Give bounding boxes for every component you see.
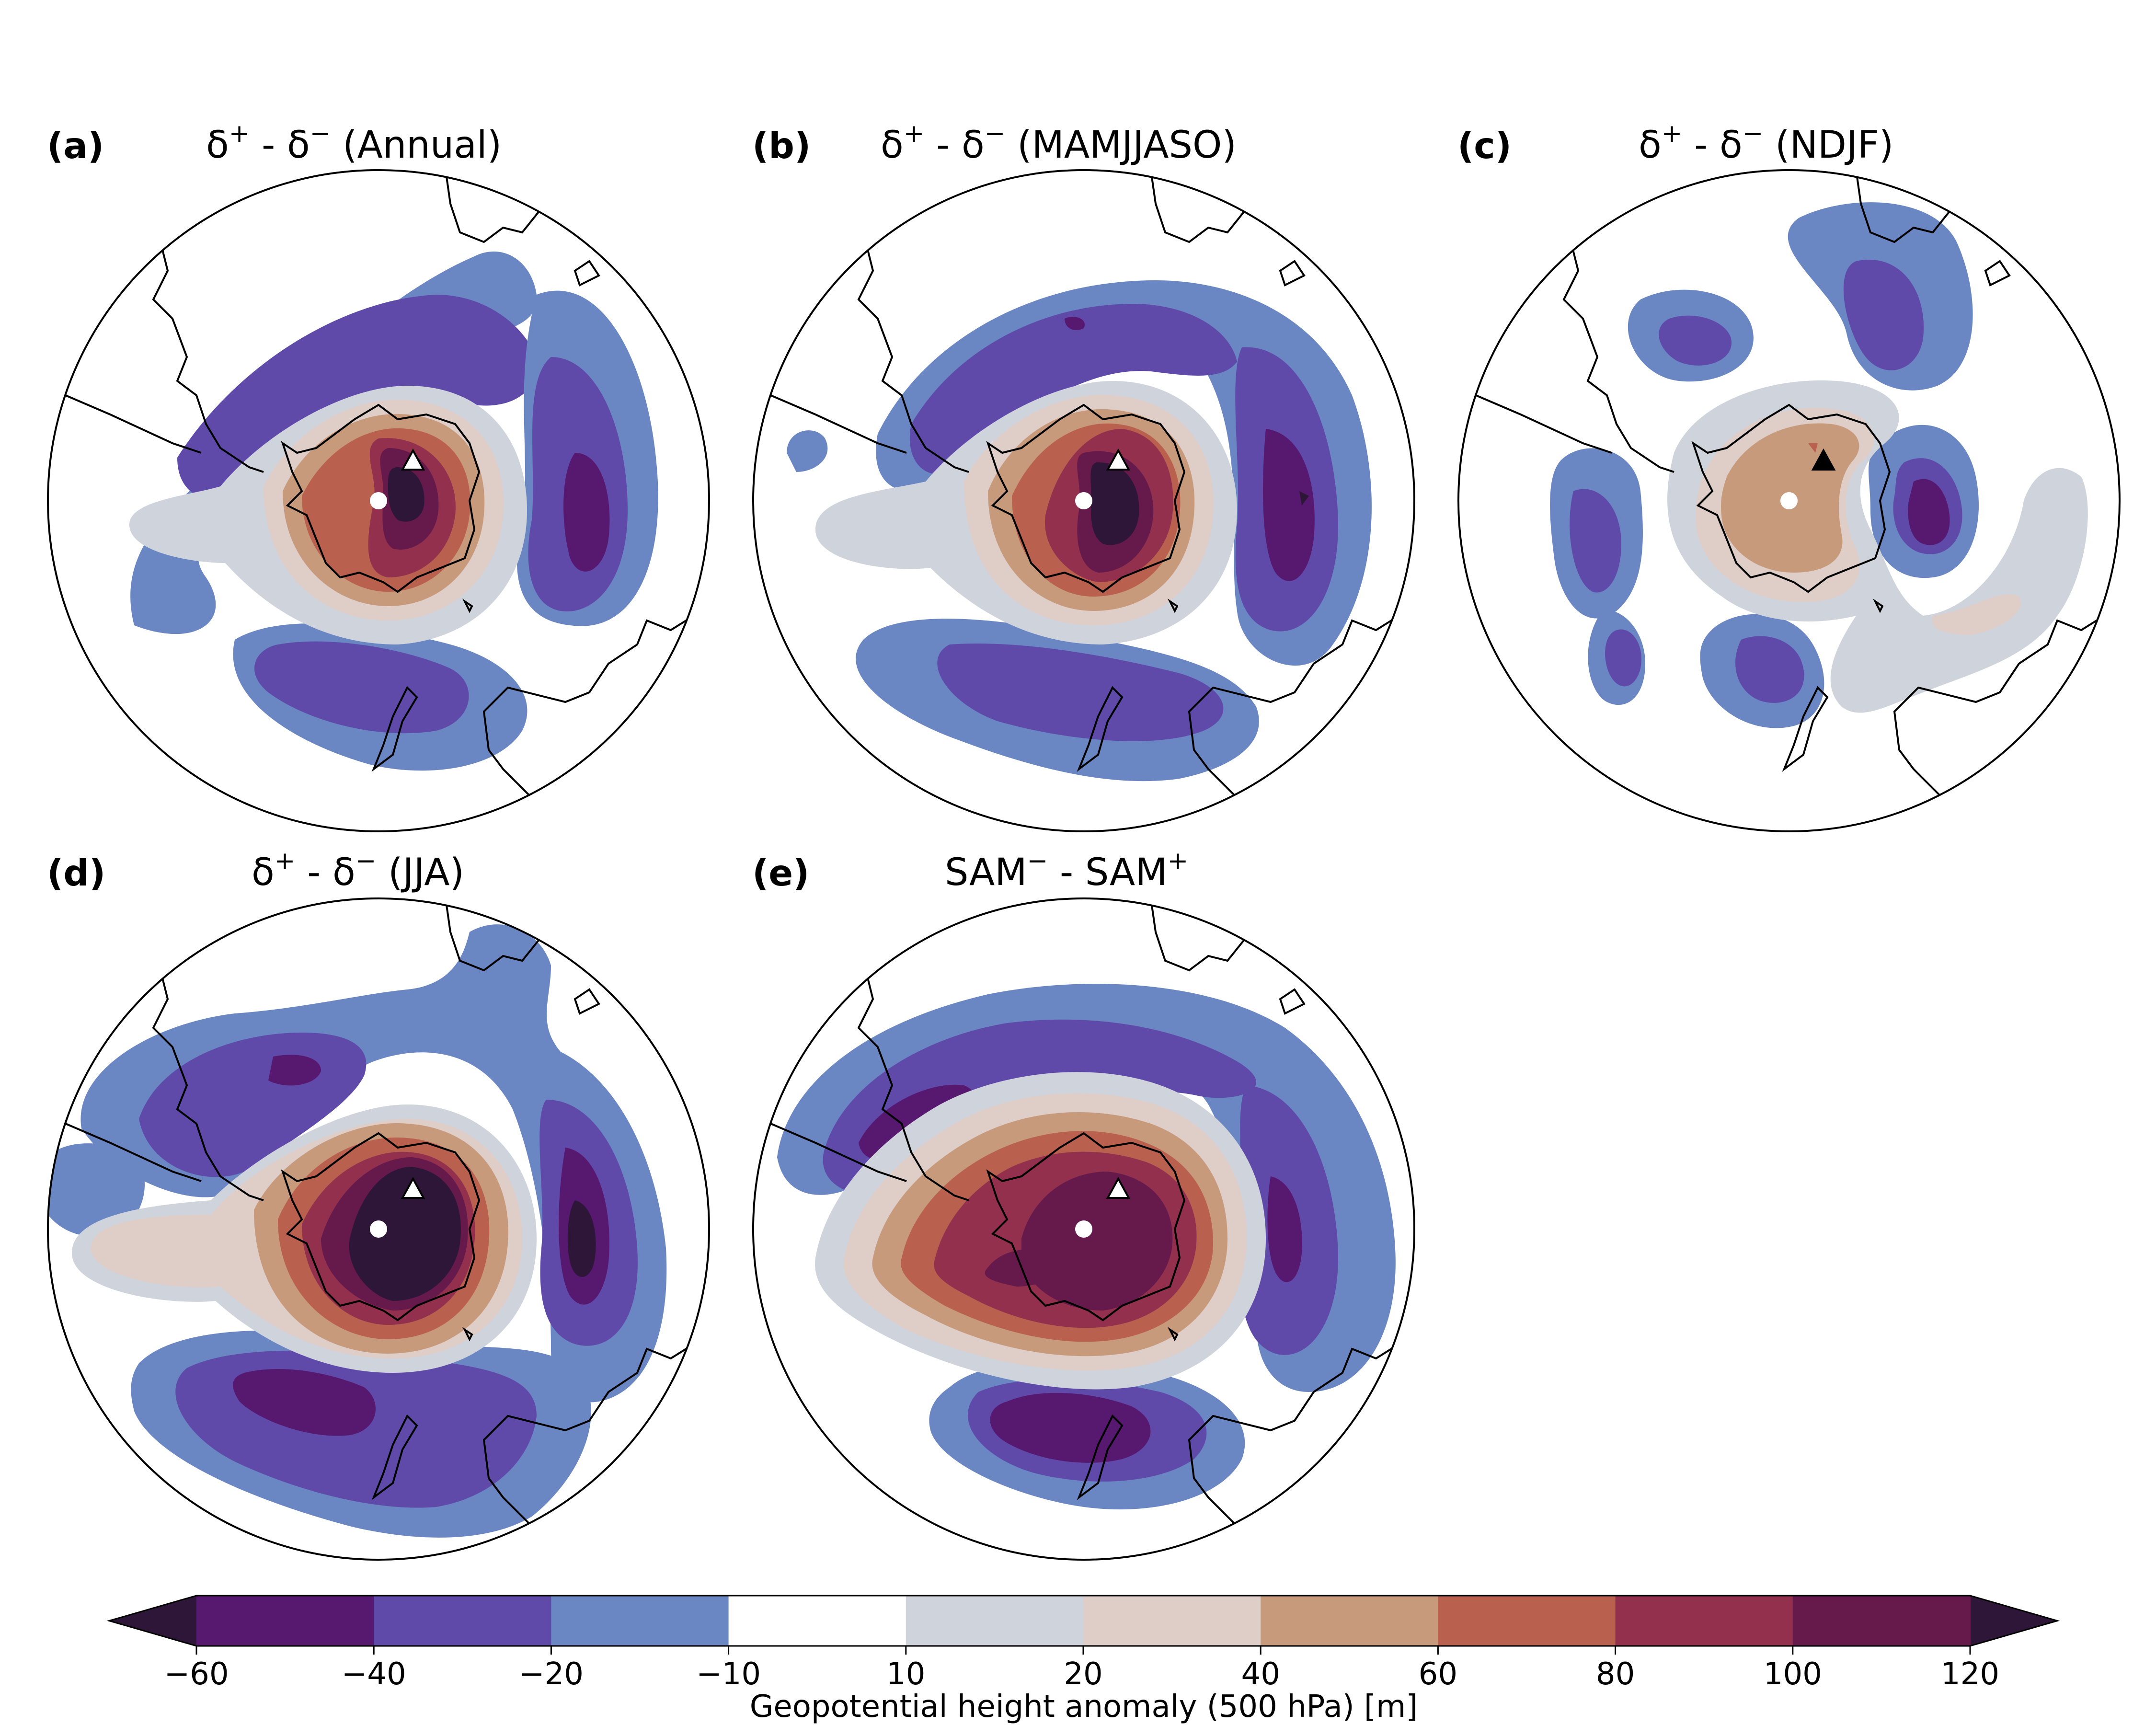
map-panel-a xyxy=(48,170,709,831)
colorbar-tick-label: 80 xyxy=(1595,1656,1635,1692)
panel-title-a: δ+ - δ− (Annual) xyxy=(206,119,502,167)
site-circle-marker xyxy=(1780,492,1798,509)
site-circle-marker xyxy=(1075,492,1092,509)
panel-title-c: δ+ - δ− (NDJF) xyxy=(1639,119,1894,167)
panel-letter-b: (b) xyxy=(752,125,811,167)
site-circle-marker xyxy=(1075,1220,1092,1238)
panel-title-b: δ+ - δ− (MAMJJASO) xyxy=(881,119,1237,167)
colorbar-segment xyxy=(551,1596,729,1646)
colorbar-segment xyxy=(728,1596,906,1646)
panel-letter-e: (e) xyxy=(752,852,810,894)
map-boundary-c xyxy=(1457,169,2121,832)
colorbar-segment xyxy=(374,1596,552,1646)
colorbar-tick-label: −20 xyxy=(518,1656,584,1692)
colorbar-segment xyxy=(906,1596,1084,1646)
colorbar-segment xyxy=(1615,1596,1793,1646)
colorbar-tick-label: −60 xyxy=(164,1656,229,1692)
colorbar-segment xyxy=(196,1596,375,1646)
colorbar-tick-label: 40 xyxy=(1241,1656,1280,1692)
colorbar-extend-high xyxy=(1970,1596,2057,1646)
site-triangle-marker xyxy=(1106,448,1131,471)
colorbar-tick-label: 20 xyxy=(1064,1656,1103,1692)
colorbar-segment xyxy=(1261,1596,1439,1646)
colorbar-extend-low xyxy=(109,1596,196,1646)
map-panel-d xyxy=(48,898,709,1560)
map-boundary-b xyxy=(752,169,1415,832)
map-boundary-e xyxy=(752,897,1415,1561)
panel-title-e: SAM− - SAM+ xyxy=(945,847,1189,894)
site-circle-marker xyxy=(370,1220,387,1238)
colorbar-segment xyxy=(1792,1596,1971,1646)
site-triangle-marker xyxy=(401,1176,425,1199)
site-circle-marker xyxy=(370,492,387,509)
colorbar-label: Geopotential height anomaly (500 hPa) [m… xyxy=(749,1689,1418,1725)
colorbar-tick-label: 120 xyxy=(1940,1656,2000,1692)
colorbar-tick-label: 100 xyxy=(1763,1656,1822,1692)
site-triangle-marker xyxy=(1106,1176,1131,1199)
map-panel-e xyxy=(753,898,1414,1560)
site-triangle-marker xyxy=(401,448,425,471)
panel-title-d: δ+ - δ− (JJA) xyxy=(252,847,465,894)
map-boundary-d xyxy=(47,897,710,1561)
colorbar-tick-label: −40 xyxy=(341,1656,406,1692)
colorbar-tick-label: −10 xyxy=(696,1656,761,1692)
colorbar-segment xyxy=(1438,1596,1616,1646)
colorbar-tick-label: 60 xyxy=(1418,1656,1458,1692)
colorbar-segment xyxy=(1083,1596,1261,1646)
colorbar-tick-label: 10 xyxy=(886,1656,926,1692)
panel-letter-d: (d) xyxy=(47,852,106,894)
site-triangle-marker-filled xyxy=(1811,448,1836,471)
panel-letter-a: (a) xyxy=(47,125,104,167)
panel-letter-c: (c) xyxy=(1457,125,1512,167)
map-boundary-a xyxy=(47,169,710,832)
colorbar xyxy=(106,1595,2060,1655)
